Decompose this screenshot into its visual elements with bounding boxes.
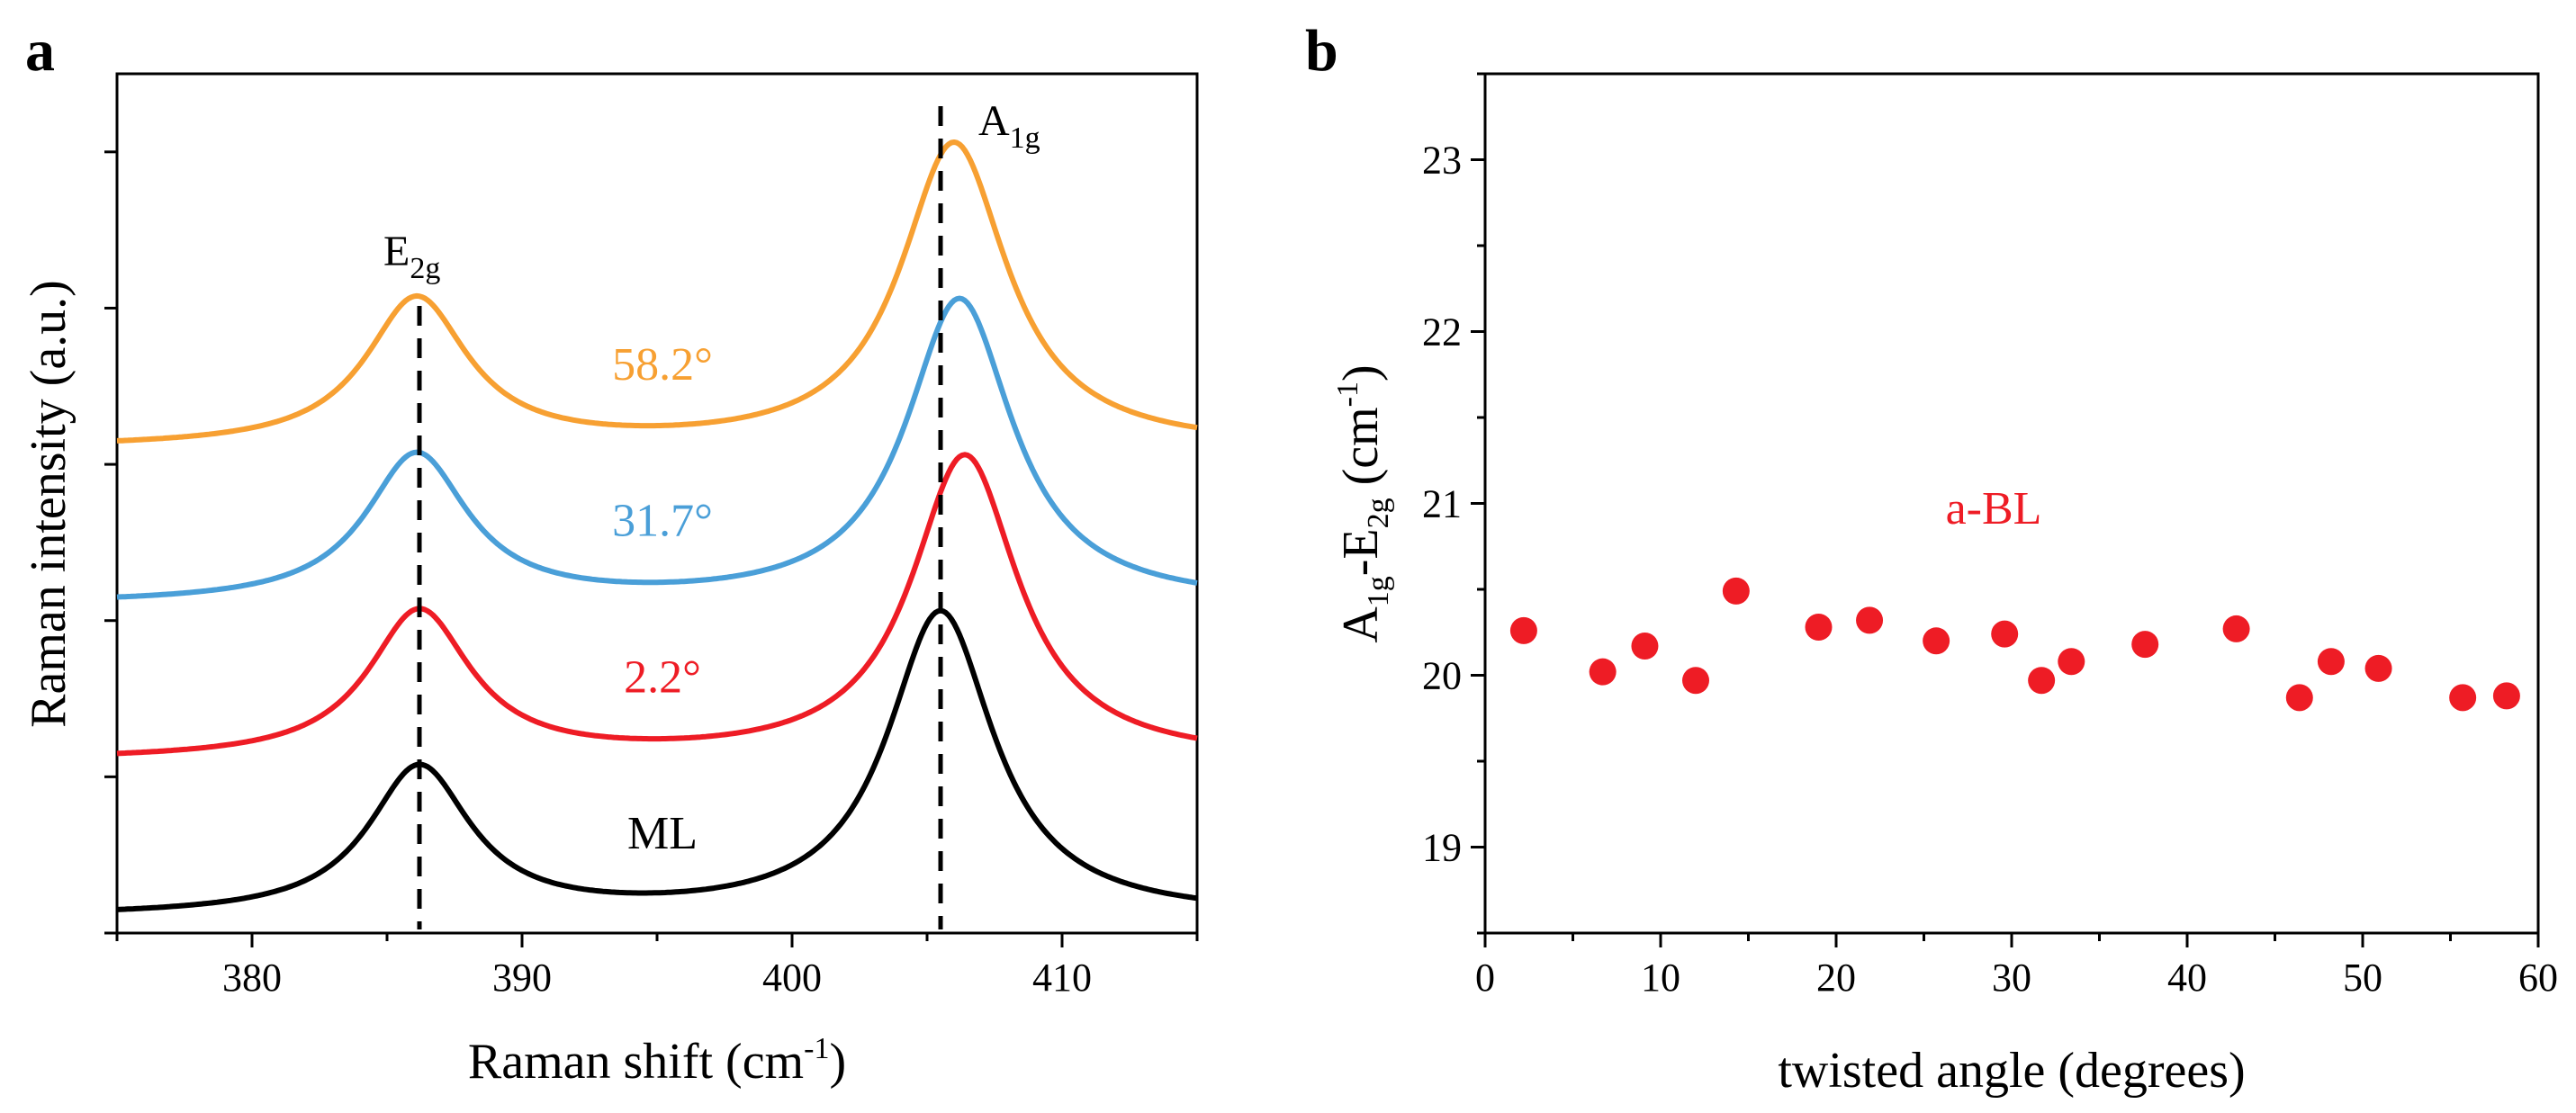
series-label: 58.2°: [612, 339, 713, 390]
x-tick-label-b: 20: [1816, 956, 1856, 1000]
data-point: [1856, 606, 1884, 634]
series-labels: ML 2.2° 31.7° 58.2°: [612, 339, 713, 859]
data-point: [1722, 577, 1750, 605]
peak-markers: E2g A1g: [383, 97, 1040, 929]
data-point: [2222, 615, 2250, 642]
x-tick-label-b: 0: [1475, 956, 1495, 1000]
x-tick-label-b: 10: [1641, 956, 1680, 1000]
series-label: 2.2°: [624, 651, 701, 703]
x-tick-label-a: 410: [1032, 956, 1092, 1000]
spectrum-31.7: [116, 295, 1198, 600]
y-axis-label-b: A1g-E2g (cm-1): [1331, 364, 1395, 642]
data-point: [2028, 667, 2056, 695]
x-axis-label-a: Raman shift (cm-1): [468, 1032, 846, 1090]
raman-spectra-chart: 380 390 400 410 E2g A1g ML 2.2° 31.7° 58.2° Ram…: [21, 72, 1199, 1090]
annotation-a-bl: a-BL: [1946, 483, 2042, 534]
y-tick-label-b: 19: [1422, 826, 1462, 870]
y-ticks-a: [104, 150, 117, 935]
peak-marker-label: A1g: [978, 97, 1040, 155]
x-tick-label-a: 380: [222, 956, 282, 1000]
x-tick-label-b: 30: [1992, 956, 2031, 1000]
y-tick-label-b: 20: [1422, 654, 1462, 698]
spectrum-58.2: [116, 139, 1198, 444]
data-point: [2058, 648, 2085, 676]
panel-label-b: b: [1305, 18, 1338, 84]
series-label: 31.7°: [612, 496, 713, 547]
x-tick-label-b: 40: [2167, 956, 2207, 1000]
spectrum-2.2: [116, 452, 1198, 757]
data-point: [1805, 614, 1833, 642]
spectrum-ML: [116, 607, 1198, 912]
spectra-curves: [116, 139, 1198, 912]
x-tick-label-b: 50: [2343, 956, 2382, 1000]
x-ticks-a: 380 390 400 410: [115, 933, 1199, 1000]
x-ticks-b: 0 10 20 30 40 50 60: [1475, 933, 2558, 1000]
x-tick-label-a: 390: [492, 956, 552, 1000]
data-point: [1509, 616, 1537, 644]
x-axis-label-b: twisted angle (degrees): [1778, 1043, 2245, 1099]
y-tick-label-b: 23: [1422, 139, 1462, 183]
series-label: ML: [627, 808, 698, 859]
data-point: [2449, 684, 2477, 712]
scatter-points: [1509, 577, 2520, 712]
y-axis-label-a: Raman intensity (a.u.): [21, 280, 77, 728]
y-ticks-b: 19 20 21 22 23: [1422, 72, 1485, 935]
data-point: [1589, 658, 1617, 686]
data-point: [2317, 648, 2345, 676]
x-tick-label-b: 60: [2518, 956, 2558, 1000]
peak-marker-label: E2g: [383, 228, 440, 285]
y-tick-label-b: 21: [1422, 482, 1462, 526]
panel-label-a: a: [25, 18, 55, 84]
data-point: [1991, 620, 2019, 648]
data-point: [2364, 654, 2392, 682]
data-point: [1682, 667, 1709, 695]
data-point: [2285, 684, 2313, 712]
data-point: [1923, 627, 1950, 655]
x-tick-label-a: 400: [762, 956, 822, 1000]
data-point: [2492, 682, 2520, 710]
y-tick-label-b: 22: [1422, 310, 1462, 355]
data-point: [1631, 633, 1659, 660]
peak-separation-chart: 19 20 21 22 23 0 10 20 30 40 50 60 a-BL twisted an…: [1331, 72, 2558, 1099]
data-point: [2131, 631, 2159, 659]
